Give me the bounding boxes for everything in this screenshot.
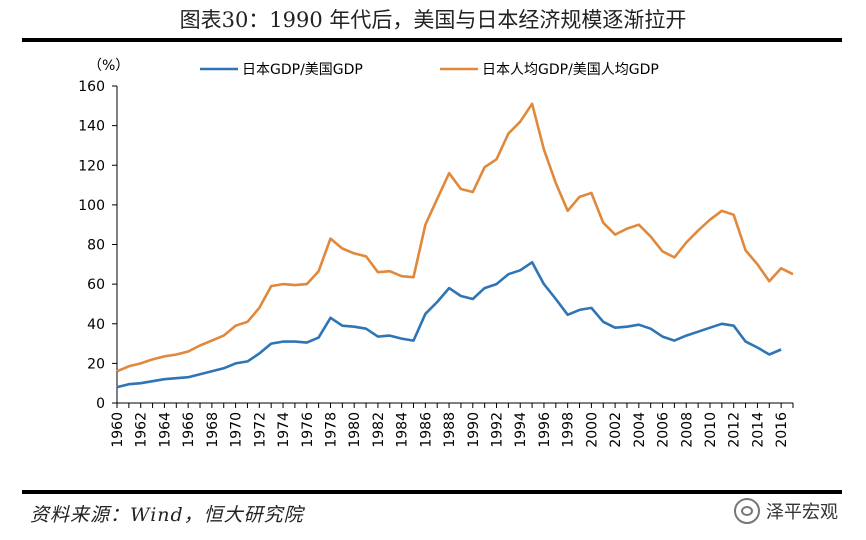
y-tick-label: 40 [87,317,105,333]
top-rule [22,38,842,42]
y-tick-label: 0 [96,396,105,412]
x-tick-label: 2016 [774,412,790,448]
watermark: 泽平宏观 [734,498,838,524]
x-tick-label: 2000 [584,412,600,448]
x-tick-label: 2012 [727,412,743,448]
y-tick-label: 60 [87,277,105,293]
x-tick-label: 1978 [323,412,339,448]
x-tick-label: 1996 [537,412,553,448]
x-tick-label: 1960 [110,412,126,448]
chart-title: 图表30：1990 年代后，美国与日本经济规模逐渐拉开 [179,8,687,32]
x-tick-label: 1970 [229,412,245,448]
x-tick-label: 1998 [561,412,577,448]
x-tick-label: 2006 [656,412,672,448]
bottom-rule [22,490,842,494]
y-tick-label: 100 [78,198,105,214]
x-tick-label: 1984 [395,412,411,448]
y-tick-label: 120 [78,158,105,174]
y-tick-label: 20 [87,356,105,372]
legend-label-2: 日本人均GDP/美国人均GDP [482,62,659,78]
line-chart: 0 20 40 60 80 100 120 140 160 （%） 1960 1962 1964 1966… [78,58,794,448]
x-tick-label: 1974 [276,412,292,448]
x-tick-label: 1968 [205,412,221,448]
x-tick-label: 2004 [632,412,648,448]
x-tick-label: 1994 [513,412,529,448]
series-line-2 [116,102,794,373]
wechat-icon [734,498,760,524]
series-line-1 [116,261,782,389]
x-tick-label: 1964 [157,412,173,448]
x-tick-label: 2002 [608,412,624,448]
x-tick-label: 1976 [300,412,316,448]
y-tick-label: 80 [87,238,105,254]
x-tick-label: 1988 [442,412,458,448]
x-tick-label: 1972 [252,412,268,448]
watermark-text: 泽平宏观 [766,502,838,523]
y-tick-label: 140 [78,119,105,135]
x-tick-label: 2010 [703,412,719,448]
x-tick-label: 2014 [750,412,766,448]
x-tick-label: 1962 [134,412,150,448]
x-tick-label: 1982 [371,412,387,448]
x-tick-label: 1980 [347,412,363,448]
x-tick-label: 1992 [490,412,506,448]
source-note: 资料来源：Wind，恒大研究院 [30,504,304,526]
y-tick-label: 160 [78,79,105,95]
legend-label-1: 日本GDP/美国GDP [242,62,363,78]
x-tick-label: 1966 [181,412,197,448]
x-tick-label: 1990 [466,412,482,448]
x-tick-label: 2008 [679,412,695,448]
y-axis-label: （%） [88,58,129,74]
x-tick-label: 1986 [418,412,434,448]
